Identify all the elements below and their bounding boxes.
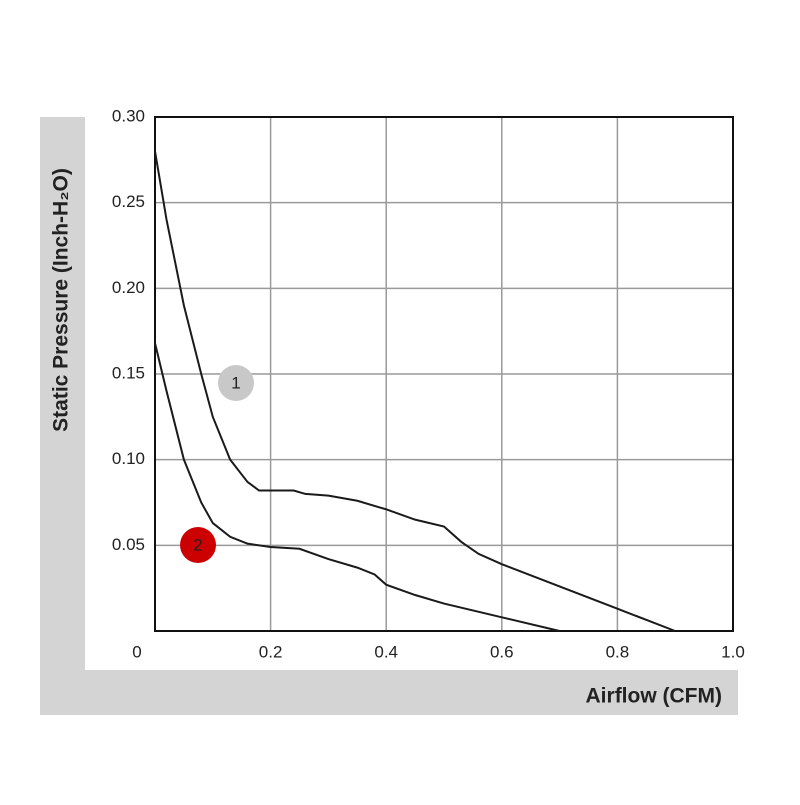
series-marker <box>218 365 254 401</box>
legend-label: 1 <box>231 373 240 392</box>
y-tick-label: 0.15 <box>112 363 145 382</box>
x-tick-label: 0.6 <box>490 642 514 661</box>
line <box>154 342 560 632</box>
x-tick-label: 0 <box>132 642 141 661</box>
legend-label: 2 <box>193 535 202 554</box>
y-tick-label: 0.20 <box>112 278 145 297</box>
y-tick-label: 0.25 <box>112 192 145 211</box>
x-axis-title: Airflow (CFM) <box>586 685 722 708</box>
y-tick-label: 0.30 <box>112 106 145 125</box>
plot-border <box>154 116 734 632</box>
y-tick-label: 0.10 <box>112 449 145 468</box>
x-tick-label: 0.8 <box>606 642 630 661</box>
x-tick-label: 0.4 <box>374 642 398 661</box>
line <box>154 151 676 632</box>
y-axis-title: Static Pressure (Inch-H₂O) <box>50 168 73 432</box>
x-tick-label: 0.2 <box>259 642 283 661</box>
x-tick-label: 1.0 <box>721 642 745 661</box>
y-tick-label: 0.05 <box>112 535 145 554</box>
series-marker <box>180 527 216 563</box>
